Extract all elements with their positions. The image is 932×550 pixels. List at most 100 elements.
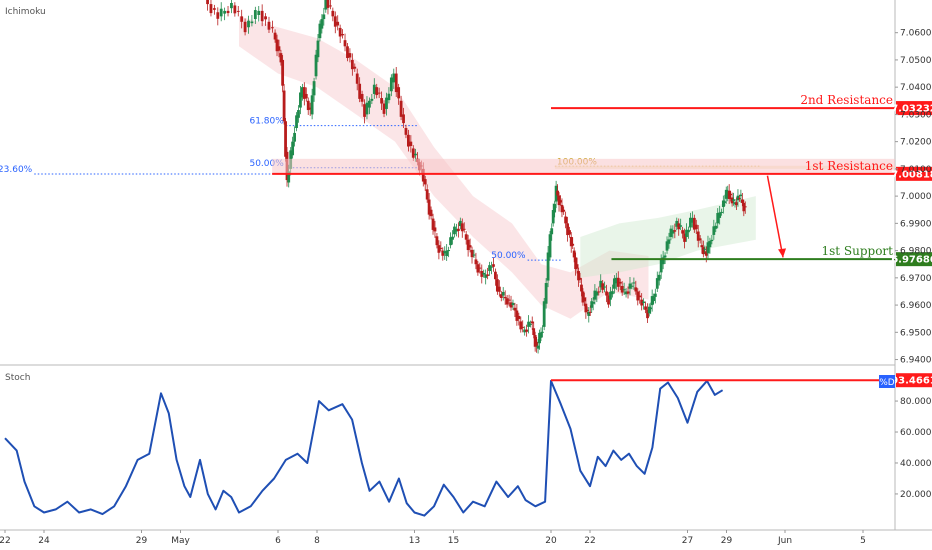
candle-body — [642, 301, 646, 304]
candle-body — [515, 310, 519, 321]
candle-body — [441, 250, 445, 256]
candle-body — [341, 34, 344, 36]
candle-body — [548, 234, 552, 258]
time-tick-label: 27 — [682, 536, 693, 546]
candle-body — [554, 185, 558, 202]
candle-body — [314, 54, 318, 77]
candle-body — [724, 189, 728, 199]
candle-body — [650, 296, 654, 306]
resistance-zone — [272, 158, 895, 174]
cloud-bullish — [580, 196, 756, 278]
price-tick-label: 6.94000 — [900, 356, 932, 366]
time-tick-label: 22 — [0, 536, 11, 546]
candle-body — [382, 103, 386, 114]
candle-body — [738, 198, 741, 200]
price-tick-label: 6.95000 — [900, 328, 932, 338]
time-tick-label: 24 — [38, 536, 50, 546]
candle-body — [355, 73, 359, 84]
candle-body — [495, 279, 499, 292]
candle-body — [404, 128, 408, 135]
candle-body — [578, 277, 582, 280]
candle-body — [318, 23, 322, 39]
candle-body — [541, 331, 544, 333]
candle-body — [679, 225, 683, 227]
time-tick-label: 13 — [409, 536, 420, 546]
candle-body — [425, 189, 429, 200]
candle-body — [287, 171, 291, 183]
price-tick-label: 7.04000 — [900, 83, 932, 93]
candle-body — [501, 292, 505, 296]
candle-body — [250, 21, 254, 24]
candle-body — [517, 315, 521, 319]
candle-body — [569, 236, 573, 247]
stoch-tick-label: 20.0000 — [900, 490, 932, 500]
candle-body — [302, 87, 306, 99]
candle-body — [620, 286, 624, 293]
price-tick-label: 6.98000 — [900, 247, 932, 257]
candle-body — [299, 92, 302, 108]
candle-body — [740, 199, 744, 203]
level-label: 1st Resistance — [805, 159, 893, 173]
candle-body — [411, 148, 415, 158]
candle-body — [727, 190, 731, 199]
stoch-value: 93.4661 — [891, 376, 932, 387]
stoch-axis: 80.0000 60.0000 40.0000 20.0000 — [895, 397, 932, 500]
candle-body — [472, 254, 476, 256]
candle-body — [474, 259, 478, 265]
candle-body — [661, 257, 665, 265]
candle-body — [700, 245, 704, 248]
candle-body — [529, 323, 532, 325]
candle-body — [657, 274, 661, 281]
candle-body — [618, 281, 622, 284]
candle-body — [407, 134, 410, 147]
candle-body — [360, 93, 364, 102]
candle-body — [519, 321, 523, 330]
candle-body — [659, 259, 663, 273]
candle-body — [209, 4, 213, 14]
candle-body — [716, 213, 720, 224]
candle-body — [532, 328, 536, 336]
candle-body — [581, 291, 585, 303]
candle-body — [689, 217, 692, 228]
candle-body — [723, 201, 727, 203]
candle-body — [346, 46, 349, 59]
candle-body — [638, 295, 642, 298]
candle-body — [394, 73, 398, 93]
time-tick-label: May — [171, 536, 190, 546]
candle-body — [291, 141, 295, 156]
candle-body — [284, 121, 287, 157]
candle-body — [712, 226, 716, 235]
candle-body — [264, 16, 267, 20]
plot-background — [0, 0, 895, 530]
candle-body — [718, 212, 722, 218]
candle-body — [698, 238, 702, 241]
candle-body — [216, 12, 220, 19]
candle-body — [468, 245, 472, 248]
stoch-series: 93.4661 — [4, 373, 932, 517]
candle-body — [616, 277, 620, 287]
candle-body — [316, 40, 320, 58]
candle-body — [703, 248, 707, 250]
candle-body — [701, 247, 705, 255]
candle-body — [732, 199, 735, 201]
level-value: 7.03232 — [891, 104, 932, 115]
candle-body — [273, 32, 277, 40]
candle-body — [399, 100, 403, 117]
candle-body — [308, 107, 312, 110]
candle-body — [560, 204, 564, 213]
candle-body — [714, 225, 718, 229]
candle-body — [527, 321, 530, 327]
candle-body — [503, 296, 507, 299]
candle-body — [455, 228, 458, 232]
candle-body — [533, 335, 537, 347]
candle-body — [279, 53, 283, 63]
candle-body — [591, 302, 595, 304]
candle-body — [402, 114, 405, 124]
candle-body — [511, 302, 515, 306]
time-axis: 22 24 29 May 6 8 13 15 20 22 27 29 Jun 5 — [0, 530, 866, 546]
candle-body — [300, 87, 304, 98]
fib-label: 61.80% — [249, 117, 284, 127]
candle-body — [634, 287, 638, 292]
candle-body — [370, 98, 374, 101]
